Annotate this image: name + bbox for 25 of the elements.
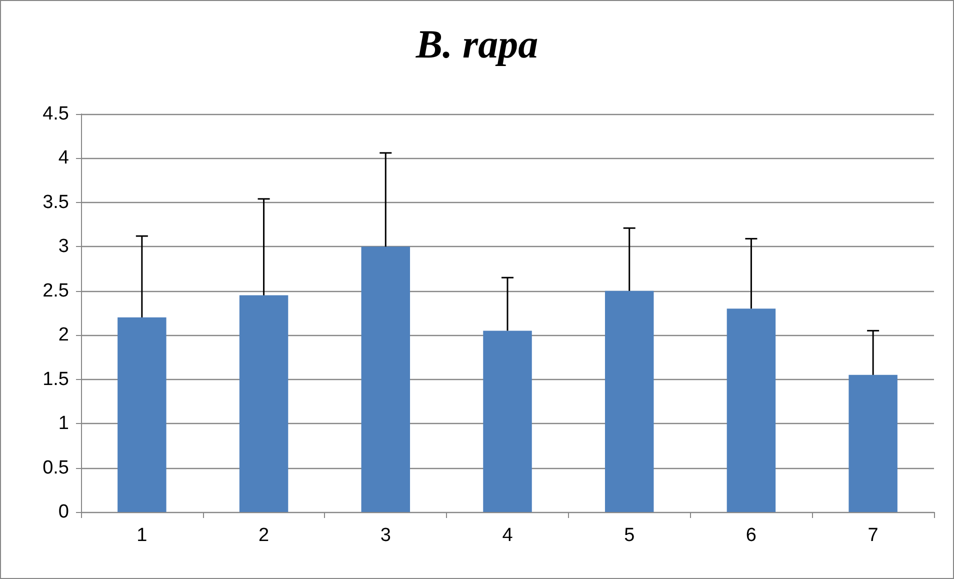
x-tick-label: 2 bbox=[258, 525, 270, 546]
bar bbox=[604, 290, 654, 512]
y-tick-label: 2.5 bbox=[42, 280, 69, 302]
bar bbox=[726, 308, 776, 512]
y-tick-label: 0 bbox=[58, 502, 69, 522]
y-tick-label: 4.5 bbox=[42, 104, 69, 124]
y-tick-label: 1 bbox=[58, 413, 69, 434]
bar bbox=[118, 317, 166, 512]
bar bbox=[848, 374, 898, 512]
x-tick-label: 4 bbox=[502, 525, 514, 546]
x-tick-label: 6 bbox=[746, 525, 757, 546]
x-tick-label: 7 bbox=[868, 525, 878, 546]
x-tick-label: 5 bbox=[624, 525, 635, 546]
bar bbox=[483, 330, 532, 512]
y-tick-label: 1.5 bbox=[42, 368, 69, 390]
x-tick-label: 1 bbox=[136, 525, 148, 546]
y-tick-label: 3.5 bbox=[42, 192, 69, 213]
bar bbox=[361, 246, 410, 512]
x-tick-label: 3 bbox=[380, 525, 391, 546]
y-tick-label: 4 bbox=[58, 148, 70, 169]
bar bbox=[239, 295, 288, 512]
y-tick-label: 2 bbox=[58, 324, 69, 346]
y-tick-label: 0.5 bbox=[42, 457, 69, 478]
y-tick-label: 3 bbox=[58, 236, 69, 258]
chart-title: B. rapa bbox=[414, 22, 538, 66]
